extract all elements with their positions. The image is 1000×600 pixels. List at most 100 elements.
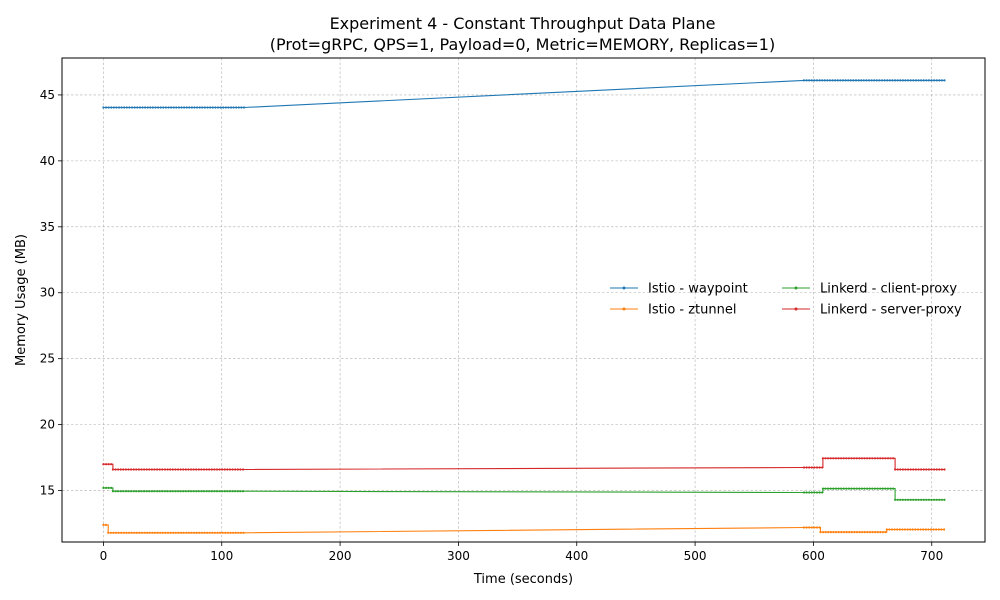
data-point xyxy=(836,79,839,82)
data-point xyxy=(143,531,146,534)
data-point xyxy=(141,106,144,109)
data-point xyxy=(107,106,110,109)
data-point xyxy=(815,526,819,529)
data-point xyxy=(879,457,882,460)
data-point xyxy=(124,490,127,493)
data-point xyxy=(871,487,874,490)
data-point xyxy=(870,79,873,82)
data-point xyxy=(158,468,161,471)
data-point xyxy=(828,79,832,82)
data-point xyxy=(837,487,840,490)
data-point xyxy=(917,498,920,501)
data-point xyxy=(234,468,237,471)
data-point xyxy=(125,106,128,109)
data-point xyxy=(818,466,821,469)
data-point xyxy=(110,486,113,489)
data-point xyxy=(216,106,220,109)
data-point xyxy=(157,106,160,109)
data-point xyxy=(229,531,232,534)
data-point xyxy=(896,79,899,82)
x-tick-label: 500 xyxy=(684,549,707,563)
data-point xyxy=(182,531,185,534)
data-point xyxy=(839,79,842,82)
data-point xyxy=(868,531,872,534)
data-point xyxy=(110,106,113,109)
data-point xyxy=(112,106,115,109)
data-point xyxy=(231,490,234,493)
axis-ticks: 0 100 200 300 400 500 600 700 15 20 25 30 35 40 45 xyxy=(40,88,943,563)
series-markers-linkerd-server-proxy xyxy=(102,457,946,471)
data-point xyxy=(824,457,827,460)
data-point xyxy=(189,468,193,471)
data-point xyxy=(844,79,847,82)
data-point xyxy=(893,528,896,531)
data-point xyxy=(815,466,819,469)
data-point xyxy=(175,106,178,109)
data-point xyxy=(162,106,165,109)
data-point xyxy=(873,79,876,82)
data-point xyxy=(221,468,224,471)
data-point xyxy=(832,457,835,460)
legend-item-istio-waypoint: Istio - waypoint xyxy=(610,282,748,297)
x-tick-label: 700 xyxy=(920,549,943,563)
data-point xyxy=(862,79,865,82)
data-point xyxy=(120,106,123,109)
data-point xyxy=(860,487,864,490)
data-point xyxy=(242,106,246,109)
data-point xyxy=(107,463,110,466)
data-point xyxy=(193,106,196,109)
data-point xyxy=(930,498,933,501)
chart-title: Experiment 4 - Constant Throughput Data … xyxy=(330,14,716,33)
legend-label: Istio - waypoint xyxy=(648,282,748,297)
data-point xyxy=(150,468,153,471)
data-point xyxy=(848,531,851,534)
data-point xyxy=(242,490,245,493)
data-point xyxy=(925,79,928,82)
data-point xyxy=(935,498,938,501)
data-point xyxy=(861,531,864,534)
data-point xyxy=(195,468,198,471)
data-point xyxy=(137,468,140,471)
data-point xyxy=(102,106,105,109)
data-point xyxy=(937,528,941,531)
data-point xyxy=(860,79,863,82)
data-point xyxy=(802,466,806,469)
data-point xyxy=(935,528,938,531)
data-point xyxy=(892,457,895,460)
data-point xyxy=(899,468,902,471)
data-point xyxy=(164,531,167,534)
data-point xyxy=(110,463,113,466)
data-point xyxy=(857,79,860,82)
data-point xyxy=(193,531,196,534)
data-point xyxy=(215,468,219,471)
data-point xyxy=(914,498,918,501)
data-point xyxy=(172,106,175,109)
data-point xyxy=(192,468,195,471)
data-point xyxy=(242,468,245,471)
data-point xyxy=(818,79,821,82)
data-point xyxy=(873,487,877,490)
data-point xyxy=(842,487,845,490)
data-point xyxy=(140,468,143,471)
data-point xyxy=(842,531,846,534)
data-point xyxy=(187,490,190,493)
data-point xyxy=(868,487,871,490)
data-point xyxy=(810,526,813,529)
x-tick-label: 200 xyxy=(329,549,352,563)
x-tick-label: 400 xyxy=(565,549,588,563)
data-point xyxy=(135,531,138,534)
data-point xyxy=(886,457,890,460)
data-point xyxy=(925,498,928,501)
data-point xyxy=(208,468,211,471)
data-point xyxy=(845,487,848,490)
data-point xyxy=(122,468,125,471)
data-point xyxy=(179,490,182,493)
data-point xyxy=(166,531,170,534)
data-point xyxy=(876,457,879,460)
data-point xyxy=(128,106,131,109)
data-point xyxy=(169,531,172,534)
data-point xyxy=(938,79,941,82)
x-tick-label: 300 xyxy=(447,549,470,563)
data-point xyxy=(802,526,806,529)
legend-marker xyxy=(622,286,626,290)
